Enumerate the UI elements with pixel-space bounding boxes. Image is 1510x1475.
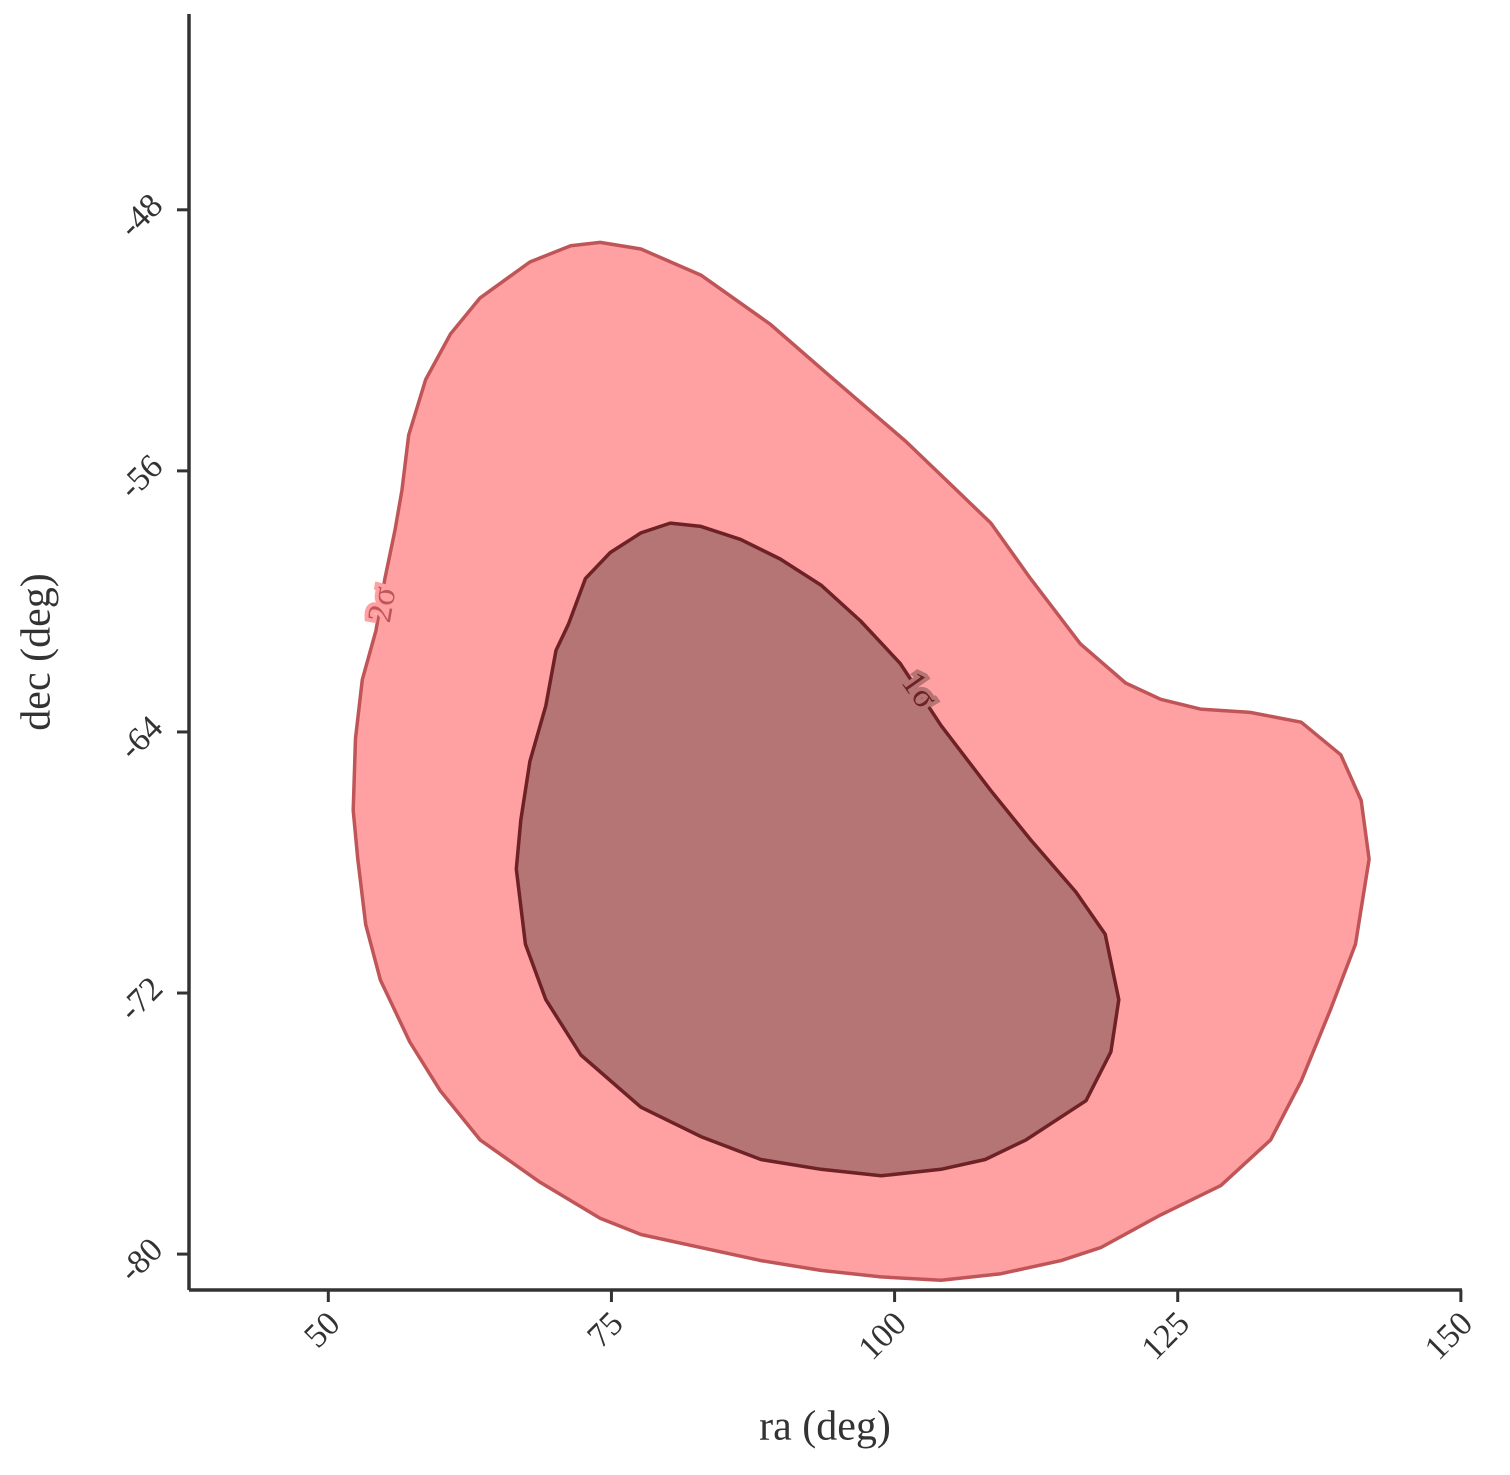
- contour-label: 2σ: [361, 584, 404, 625]
- x-tick-label: 150: [1418, 1305, 1480, 1367]
- x-tick-label: 75: [580, 1305, 630, 1355]
- y-tick-label: -56: [112, 448, 170, 506]
- y-axis-label: dec (deg): [14, 573, 60, 730]
- y-tick-label: -48: [112, 187, 170, 245]
- x-axis-label: ra (deg): [759, 1404, 891, 1450]
- x-tick-label: 50: [297, 1305, 347, 1355]
- contour-region: [514, 521, 1121, 1178]
- x-tick-label: 100: [852, 1305, 914, 1367]
- y-tick-label: -72: [112, 970, 170, 1028]
- x-tick-label: 125: [1135, 1305, 1197, 1367]
- y-tick-label: -64: [112, 709, 170, 767]
- y-tick-label: -80: [112, 1231, 170, 1289]
